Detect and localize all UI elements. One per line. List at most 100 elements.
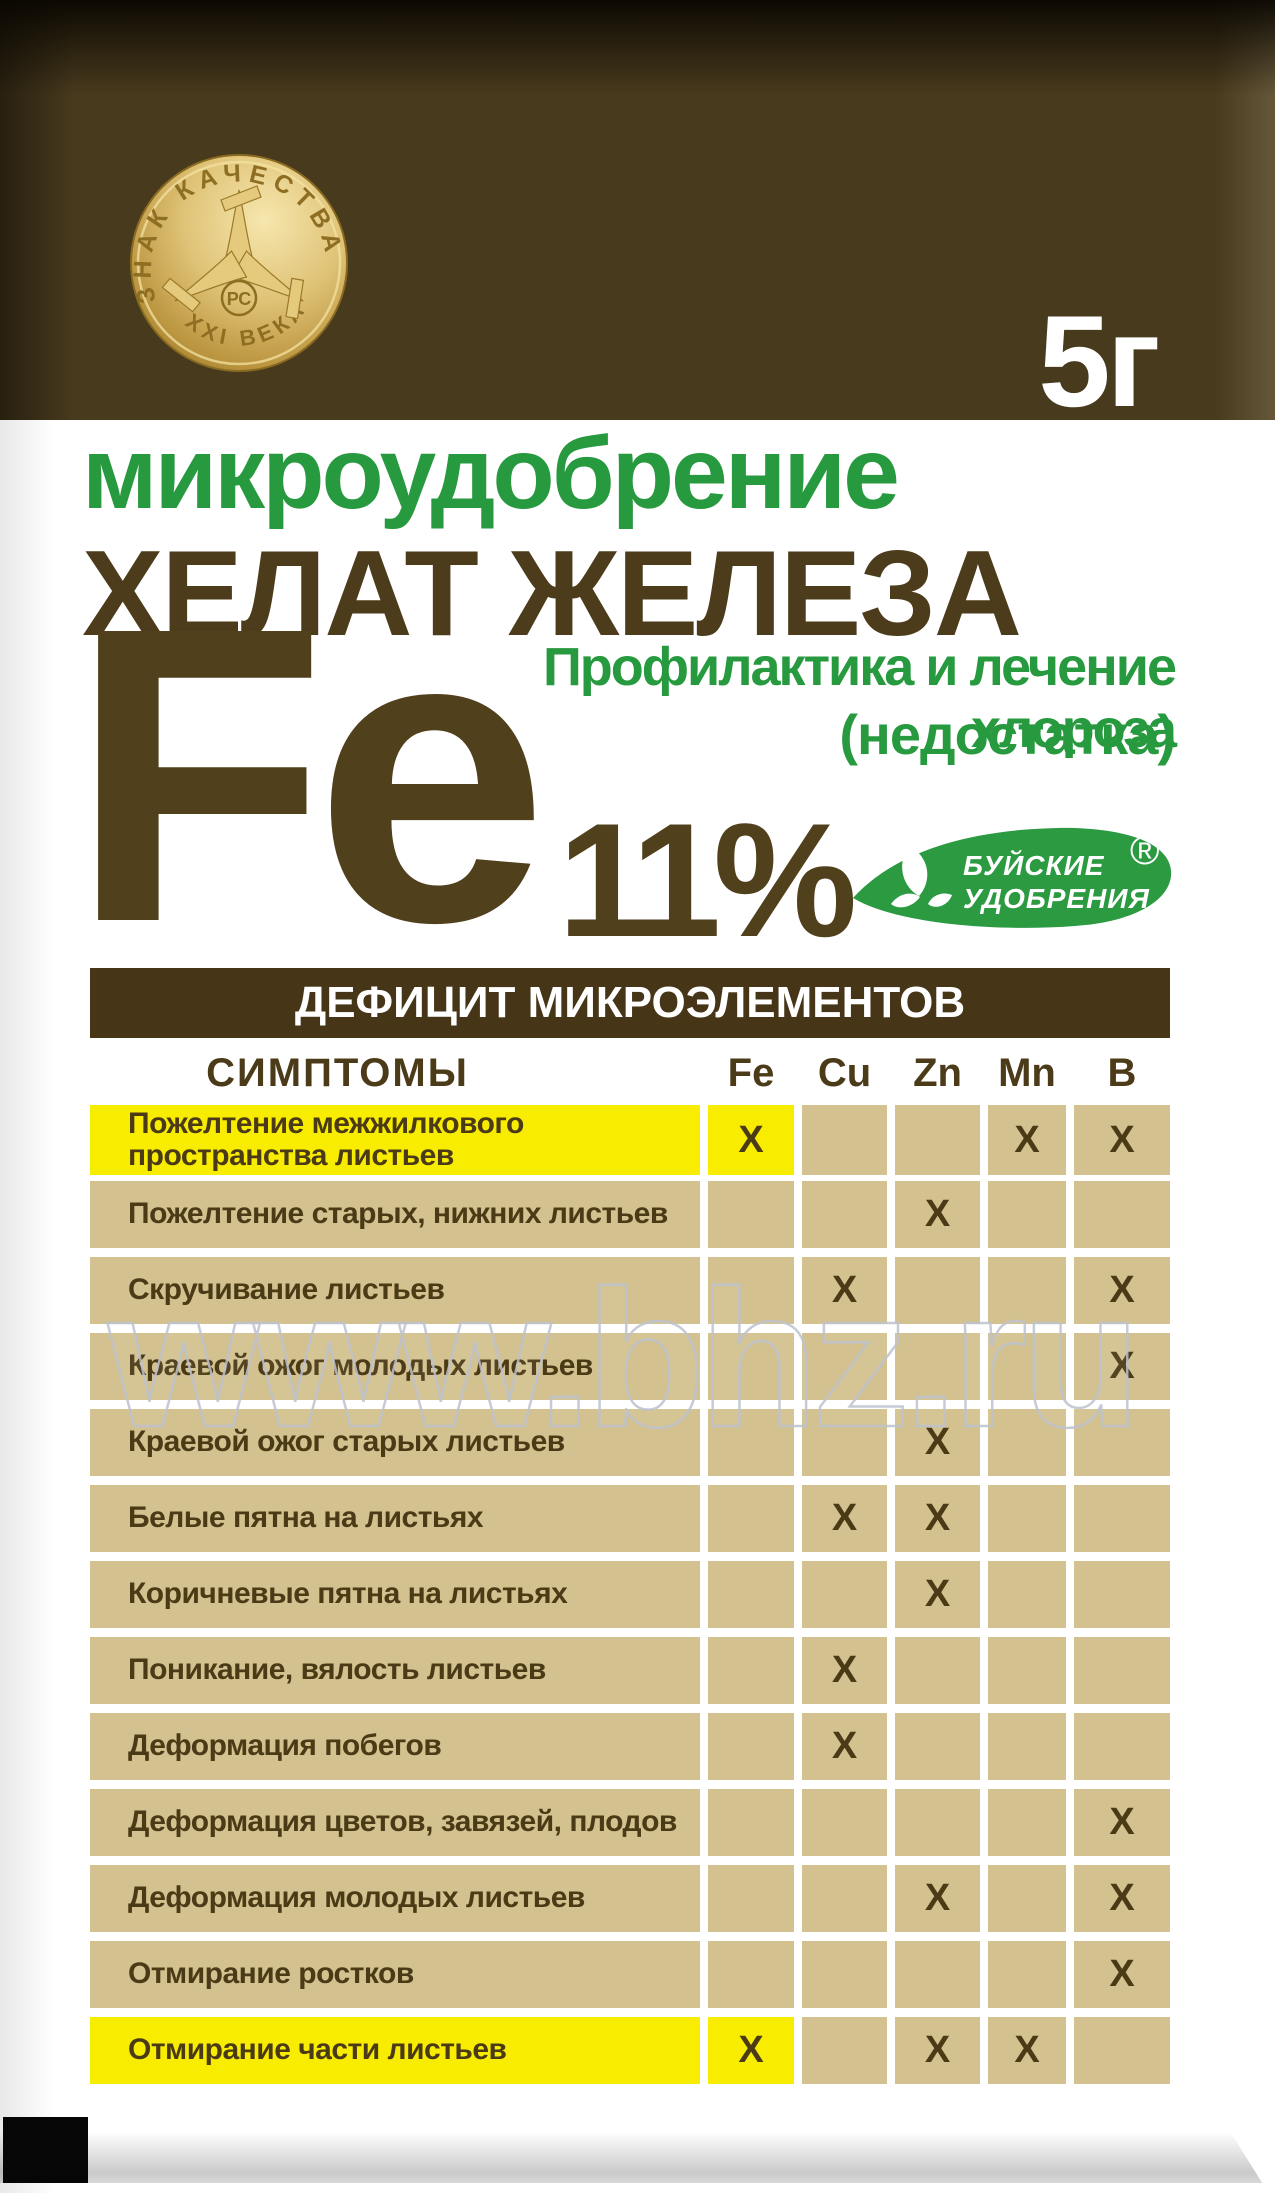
symptom-cell-Mn: [988, 1865, 1066, 1932]
symptom-cell-Cu: X: [802, 1713, 887, 1780]
symptom-cell-Mn: [988, 1485, 1066, 1552]
symptom-cell-Cu: [802, 1561, 887, 1628]
element-percent: 11%: [558, 790, 857, 971]
sprout-icon: [891, 846, 952, 908]
symptom-cell-Fe: X: [708, 2017, 794, 2084]
symptom-cell-Fe: [708, 1865, 794, 1932]
symptom-cell-Mn: [988, 1333, 1066, 1400]
subtitle-line1: Профилактика и лечение хлороза: [542, 637, 1177, 759]
symptom-cell-Cu: [802, 1409, 887, 1476]
symptom-cell-Mn: [988, 1713, 1066, 1780]
symptom-cell-Fe: [708, 1409, 794, 1476]
symptom-cell-Fe: [708, 1941, 794, 2008]
deficiency-bar-title: ДЕФИЦИТ МИКРОЭЛЕМЕНТОВ: [90, 968, 1170, 1038]
symptom-cell-B: X: [1074, 1789, 1170, 1856]
symptom-cell-Mn: [988, 1789, 1066, 1856]
symptom-cell-Fe: [708, 1561, 794, 1628]
element-symbol: Fe: [70, 541, 548, 1010]
symptom-cell-Mn: [988, 1561, 1066, 1628]
registered-trademark-icon: ®: [1130, 829, 1159, 873]
symptom-cell-B: X: [1074, 1333, 1170, 1400]
category-title: микроудобрение: [82, 416, 900, 530]
medal-center-mark: РС: [227, 289, 252, 309]
symptom-cell-Fe: [708, 1485, 794, 1552]
symptom-row-label: Коричневые пятна на листьях: [90, 1561, 700, 1628]
symptom-cell-Fe: [708, 1333, 794, 1400]
symptom-row-label: Деформация цветов, завязей, плодов: [90, 1789, 700, 1856]
symptom-cell-Cu: [802, 1333, 887, 1400]
symptom-cell-B: X: [1074, 1105, 1170, 1175]
symptom-cell-Mn: X: [988, 2017, 1066, 2084]
symptom-cell-Zn: [895, 1713, 980, 1780]
symptom-cell-Zn: [895, 1941, 980, 2008]
symptom-cell-B: [1074, 2017, 1170, 2084]
symptom-row-label: Отмирание части листьев: [90, 2017, 700, 2084]
subtitle-line2: (недостатка): [839, 703, 1176, 766]
symptom-cell-Mn: [988, 1409, 1066, 1476]
symptom-cell-Zn: X: [895, 1865, 980, 1932]
symptom-cell-Mn: X: [988, 1105, 1066, 1175]
symptom-cell-Cu: [802, 1105, 887, 1175]
symptom-cell-B: [1074, 1713, 1170, 1780]
symptom-cell-Zn: X: [895, 1409, 980, 1476]
bottom-left-black-block: [3, 2117, 88, 2183]
symptom-cell-B: [1074, 1181, 1170, 1248]
symptoms-column-header: СИМПТОМЫ: [206, 1051, 469, 1095]
symptoms-table: Пожелтение межжилкового пространства лис…: [90, 1105, 1170, 2084]
symptom-cell-Cu: [802, 1789, 887, 1856]
symptom-cell-B: X: [1074, 1941, 1170, 2008]
symptom-cell-Fe: [708, 1789, 794, 1856]
symptom-cell-Cu: [802, 1865, 887, 1932]
symptom-cell-Cu: [802, 2017, 887, 2084]
brand-name-line1: БУЙСКИЕ: [963, 849, 1105, 881]
symptom-cell-Zn: X: [895, 1181, 980, 1248]
symptom-cell-Zn: X: [895, 1561, 980, 1628]
symptom-row-label: Пожелтение старых, нижних листьев: [90, 1181, 700, 1248]
symptom-cell-B: X: [1074, 1865, 1170, 1932]
element-column-header-Cu: Cu: [817, 1051, 872, 1095]
symptom-cell-Mn: [988, 1637, 1066, 1704]
medal-trefoil-emblem: [161, 185, 305, 320]
symptom-cell-Zn: [895, 1333, 980, 1400]
symptom-cell-Zn: [895, 1257, 980, 1324]
quality-mark-medal-icon: ЗНАК КАЧЕСТВА XXI ВЕКА Р: [129, 154, 348, 372]
symptom-cell-Zn: [895, 1789, 980, 1856]
symptom-row-label: Поникание, вялость листьев: [90, 1637, 700, 1704]
element-column-header-B: B: [1107, 1051, 1137, 1095]
symptom-row-label: Отмирание ростков: [90, 1941, 700, 2008]
symptom-cell-Cu: [802, 1181, 887, 1248]
symptom-cell-Fe: [708, 1637, 794, 1704]
symptom-cell-B: [1074, 1637, 1170, 1704]
symptom-cell-Zn: [895, 1105, 980, 1175]
symptom-cell-Cu: X: [802, 1485, 887, 1552]
symptom-cell-Cu: X: [802, 1257, 887, 1324]
package-weight-label: 5г: [1038, 288, 1160, 434]
symptom-row-label: Скручивание листьев: [90, 1257, 700, 1324]
symptom-row-label: Деформация побегов: [90, 1713, 700, 1780]
symptom-row-label: Пожелтение межжилкового пространства лис…: [90, 1105, 700, 1175]
symptoms-table-header: СИМПТОМЫ Fe Cu Zn Mn B: [90, 1050, 1170, 1096]
symptom-row-label: Деформация молодых листьев: [90, 1865, 700, 1932]
element-column-header-Zn: Zn: [913, 1051, 962, 1095]
symptom-row-label: Белые пятна на листьях: [90, 1485, 700, 1552]
symptom-cell-Fe: [708, 1713, 794, 1780]
symptom-cell-Mn: [988, 1181, 1066, 1248]
symptom-cell-Cu: X: [802, 1637, 887, 1704]
symptom-cell-Zn: X: [895, 2017, 980, 2084]
package-top-band: ЗНАК КАЧЕСТВА XXI ВЕКА Р: [0, 0, 1275, 434]
symptom-cell-Cu: [802, 1941, 887, 2008]
product-title: ХЕЛАТ ЖЕЛЕЗА: [82, 525, 1022, 661]
element-column-header-Mn: Mn: [998, 1051, 1056, 1095]
brand-leaf-logo: БУЙСКИЕ УДОБРЕНИЯ ®: [853, 827, 1172, 928]
package-bottom-shadow: [0, 2132, 1263, 2183]
symptom-cell-Fe: [708, 1181, 794, 1248]
symptom-row-label: Краевой ожог молодых листьев: [90, 1333, 700, 1400]
symptom-cell-B: [1074, 1561, 1170, 1628]
symptom-row-label: Краевой ожог старых листьев: [90, 1409, 700, 1476]
symptom-cell-Mn: [988, 1257, 1066, 1324]
symptom-cell-Mn: [988, 1941, 1066, 2008]
symptom-cell-Fe: X: [708, 1105, 794, 1175]
symptom-cell-Fe: [708, 1257, 794, 1324]
symptom-cell-B: [1074, 1485, 1170, 1552]
